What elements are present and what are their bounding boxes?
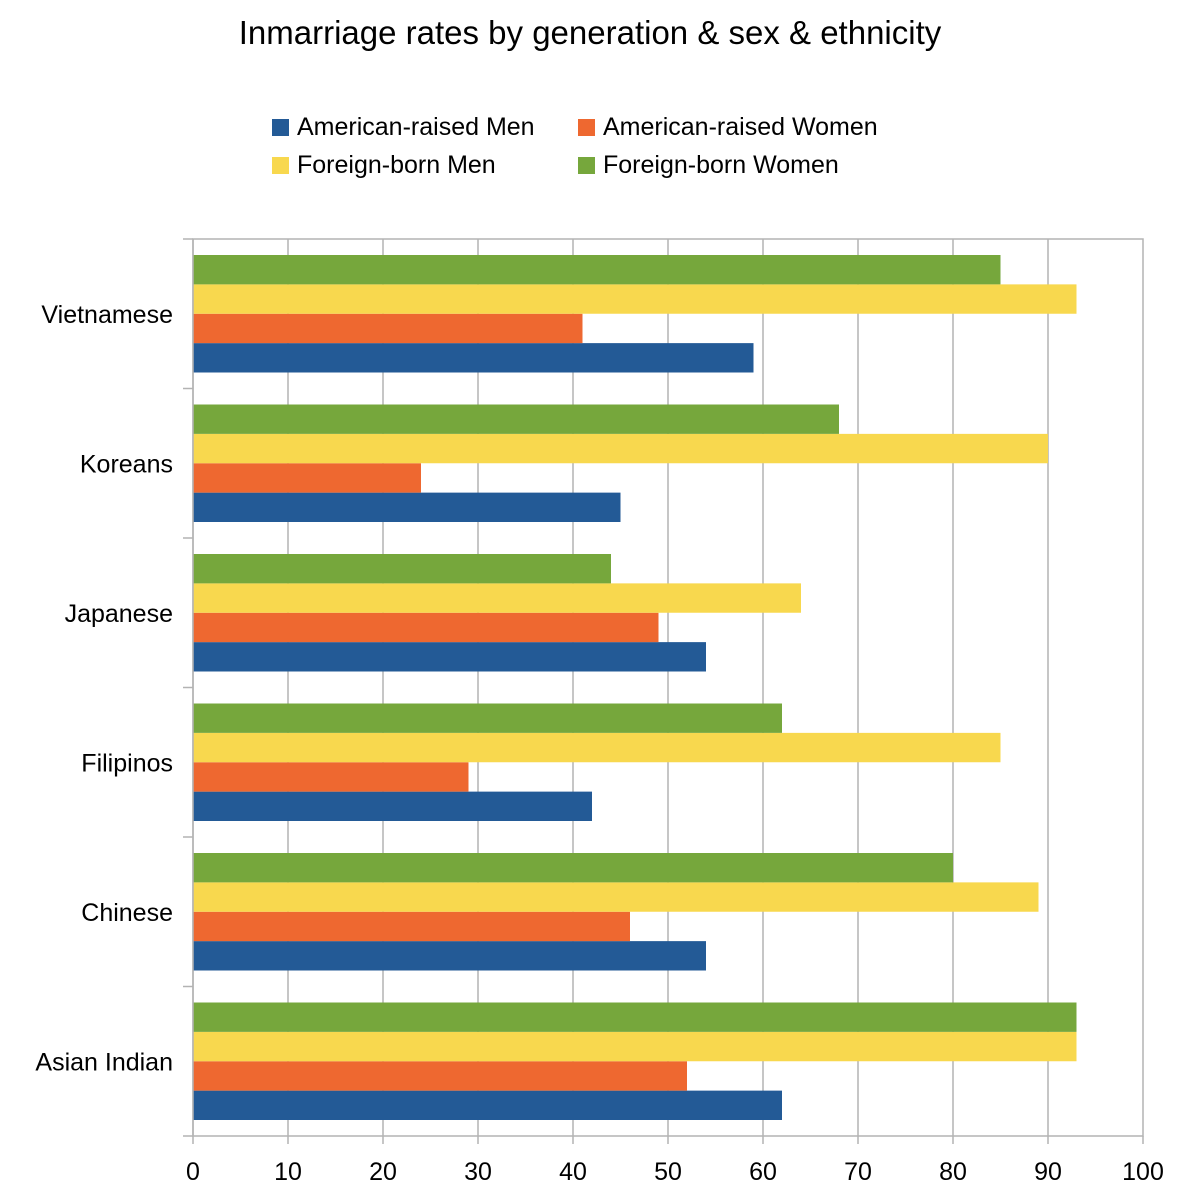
bar-koreans-american-raised-men	[193, 492, 621, 522]
bar-vietnamese-foreign-born-women	[193, 255, 1001, 285]
y-category-label-japanese: Japanese	[65, 600, 173, 628]
bar-filipinos-american-raised-men	[193, 791, 592, 821]
bar-asian-indian-american-raised-women	[193, 1061, 687, 1091]
x-tick-label-40: 40	[559, 1158, 587, 1186]
bar-koreans-american-raised-women	[193, 463, 421, 493]
legend-item-american-raised-men: American-raised Men	[272, 112, 578, 142]
x-tick-label-80: 80	[939, 1158, 967, 1186]
bar-chinese-foreign-born-men	[193, 882, 1039, 912]
legend: American-raised Men American-raised Wome…	[272, 112, 908, 180]
y-category-label-koreans: Koreans	[80, 450, 173, 478]
bar-vietnamese-foreign-born-men	[193, 284, 1077, 314]
x-tick-label-10: 10	[274, 1158, 302, 1186]
x-tick-label-100: 100	[1122, 1158, 1164, 1186]
bar-japanese-american-raised-women	[193, 612, 659, 643]
x-tick-label-50: 50	[654, 1158, 682, 1186]
chart-title: Inmarriage rates by generation & sex & e…	[238, 14, 942, 51]
legend-label-american-raised-men: American-raised Men	[297, 112, 535, 141]
x-tick-label-90: 90	[1034, 1158, 1062, 1186]
bar-japanese-foreign-born-men	[193, 583, 801, 613]
bar-vietnamese-american-raised-women	[193, 313, 583, 344]
bar-filipinos-foreign-born-men	[193, 732, 1001, 763]
bar-filipinos-foreign-born-women	[193, 703, 782, 733]
x-tick-label-30: 30	[464, 1158, 492, 1186]
bar-asian-indian-american-raised-men	[193, 1090, 782, 1120]
bar-koreans-foreign-born-men	[193, 433, 1048, 464]
legend-item-foreign-born-men: Foreign-born Men	[272, 150, 578, 180]
bar-japanese-american-raised-men	[193, 642, 706, 672]
y-category-label-asian-indian: Asian Indian	[35, 1048, 173, 1076]
legend-swatch-foreign-born-men	[272, 156, 289, 174]
y-category-label-filipinos: Filipinos	[81, 749, 173, 777]
bar-asian-indian-foreign-born-men	[193, 1031, 1077, 1062]
x-tick-label-60: 60	[749, 1158, 777, 1186]
bar-chinese-foreign-born-women	[193, 853, 953, 883]
bar-koreans-foreign-born-women	[193, 404, 839, 434]
legend-swatch-american-raised-women	[578, 118, 595, 136]
bar-japanese-foreign-born-women	[193, 554, 611, 584]
legend-swatch-foreign-born-women	[578, 156, 595, 174]
legend-item-foreign-born-women: Foreign-born Women	[578, 150, 908, 180]
legend-label-foreign-born-men: Foreign-born Men	[297, 150, 496, 179]
legend-label-foreign-born-women: Foreign-born Women	[603, 150, 839, 179]
y-category-label-vietnamese: Vietnamese	[41, 301, 173, 329]
bar-vietnamese-american-raised-men	[193, 343, 754, 373]
x-tick-label-0: 0	[186, 1158, 200, 1186]
y-category-label-chinese: Chinese	[81, 899, 173, 927]
x-tick-label-20: 20	[369, 1158, 397, 1186]
x-tick-label-70: 70	[844, 1158, 872, 1186]
legend-item-american-raised-women: American-raised Women	[578, 112, 908, 142]
bar-asian-indian-foreign-born-women	[193, 1002, 1077, 1032]
bar-chinese-american-raised-women	[193, 911, 630, 942]
legend-label-american-raised-women: American-raised Women	[603, 112, 878, 141]
bar-chinese-american-raised-men	[193, 941, 706, 971]
bar-filipinos-american-raised-women	[193, 762, 469, 792]
legend-swatch-american-raised-men	[272, 118, 289, 136]
